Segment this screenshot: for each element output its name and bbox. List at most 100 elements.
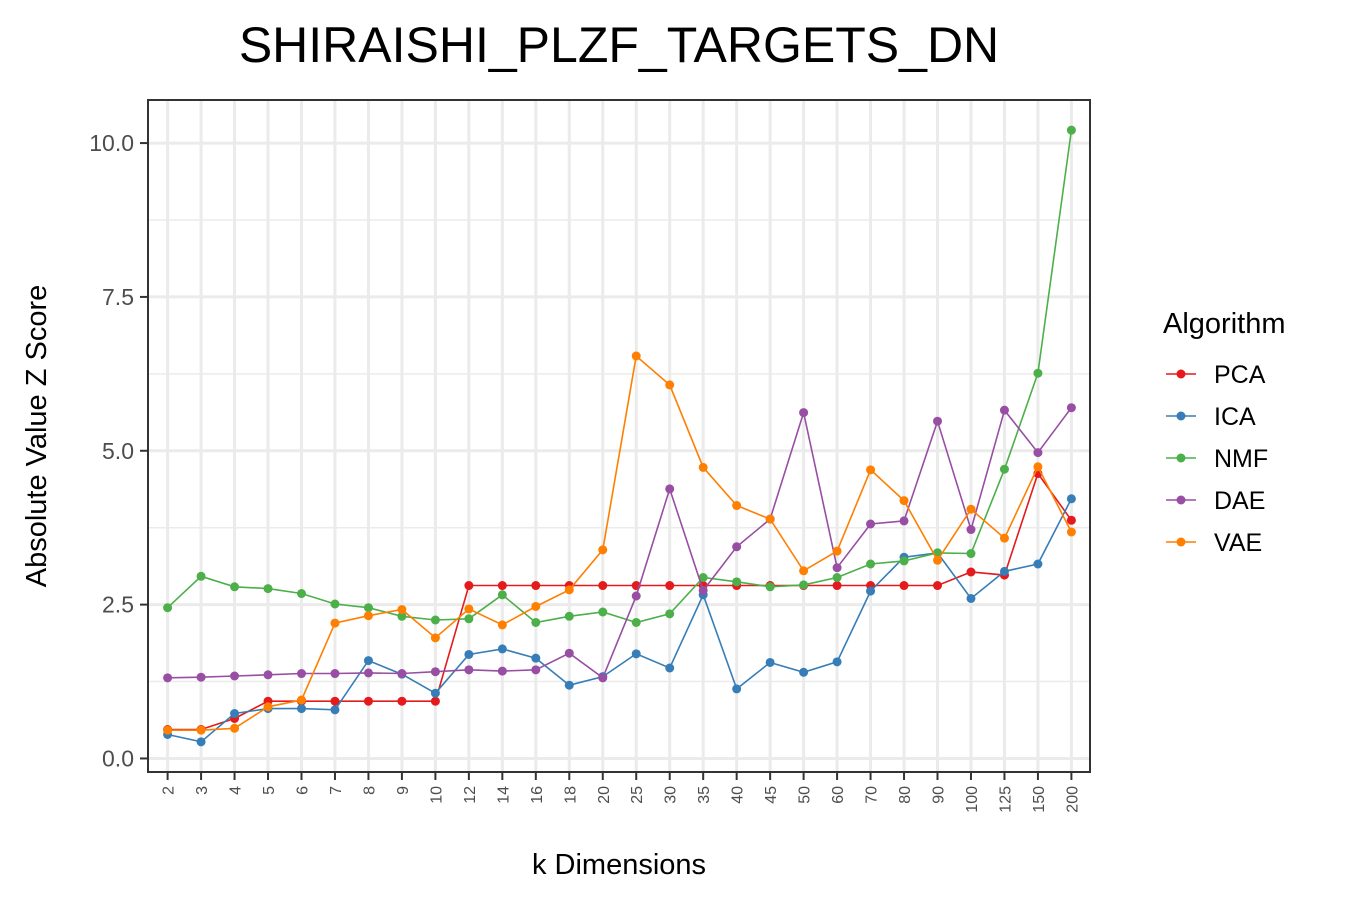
data-point <box>1066 125 1076 135</box>
legend-item-nmf: NMF <box>1166 445 1268 473</box>
data-point <box>296 589 306 599</box>
x-tick-label: 10 <box>428 786 445 804</box>
legend-key-point <box>1176 495 1186 505</box>
data-point <box>966 593 976 603</box>
data-point <box>899 516 909 526</box>
data-point <box>163 603 173 613</box>
data-point <box>497 590 507 600</box>
legend-label: DAE <box>1214 487 1265 515</box>
data-point <box>464 649 474 659</box>
x-tick-label: 2 <box>161 786 178 795</box>
data-point <box>263 702 273 712</box>
x-tick-label: 125 <box>997 786 1014 813</box>
x-tick-label: 14 <box>495 786 512 804</box>
x-tick-label: 40 <box>730 786 747 804</box>
data-point <box>799 580 809 590</box>
data-point <box>1033 462 1043 472</box>
x-tick-label: 35 <box>696 786 713 804</box>
x-tick-label: 6 <box>294 786 311 795</box>
data-point <box>665 663 675 673</box>
x-tick-label: 45 <box>763 786 780 804</box>
y-axis-title: Absolute Value Z Score <box>21 285 53 588</box>
data-point <box>363 603 373 613</box>
chart-title: SHIRAISHI_PLZF_TARGETS_DN <box>239 17 999 73</box>
data-point <box>196 725 206 735</box>
legend-key-point <box>1176 453 1186 463</box>
legend: Algorithm PCA ICA NMF DAE VAE <box>1163 308 1286 557</box>
data-point <box>598 545 608 555</box>
data-point <box>631 591 641 601</box>
data-point <box>866 519 876 529</box>
data-point <box>598 673 608 683</box>
data-point <box>397 611 407 621</box>
data-point <box>330 696 340 706</box>
data-point <box>531 617 541 627</box>
data-point <box>564 680 574 690</box>
x-tick-label: 80 <box>897 786 914 804</box>
series-dae <box>163 403 1076 683</box>
plot-background <box>148 100 1090 772</box>
data-point <box>497 581 507 591</box>
data-point <box>966 549 976 559</box>
legend-title: Algorithm <box>1163 308 1286 340</box>
series-line-vae <box>167 354 1073 732</box>
data-point <box>832 573 842 583</box>
x-tick-label: 18 <box>562 786 579 804</box>
data-point <box>765 657 775 667</box>
data-point <box>1066 527 1076 537</box>
legend-key-point <box>1176 537 1186 547</box>
data-point <box>732 542 742 552</box>
x-tick-label: 7 <box>328 786 345 795</box>
x-tick-label: 25 <box>629 786 646 804</box>
plot-panel-border <box>147 99 1091 773</box>
data-point <box>230 709 240 719</box>
data-point <box>397 696 407 706</box>
data-point <box>866 465 876 475</box>
data-point <box>999 464 1009 474</box>
series-group <box>163 125 1076 747</box>
data-point <box>933 555 943 565</box>
data-point <box>698 585 708 595</box>
data-point <box>163 725 173 735</box>
x-tick-label: 50 <box>797 786 814 804</box>
data-point <box>665 380 675 390</box>
data-point <box>866 586 876 596</box>
data-point <box>531 581 541 591</box>
legend-label: VAE <box>1214 529 1262 557</box>
series-line-pca <box>167 471 1073 731</box>
y-tick-label: 2.5 <box>102 592 134 618</box>
data-point <box>397 605 407 615</box>
data-point <box>933 581 943 591</box>
legend-label: PCA <box>1214 361 1266 389</box>
legend-key-point <box>1176 411 1186 421</box>
data-point <box>598 581 608 591</box>
y-tick-label: 10.0 <box>89 130 134 156</box>
data-point <box>230 723 240 733</box>
data-point <box>464 581 474 591</box>
data-point <box>1066 403 1076 413</box>
data-point <box>832 581 842 591</box>
data-point <box>899 496 909 506</box>
data-point <box>296 695 306 705</box>
x-axis: 2 3 4 5 6 7 8 9 10 12 14 16 18 20 25 30 35 40 45 50 60 70 80 90… <box>161 772 1081 813</box>
x-axis-title: k Dimensions <box>532 849 706 881</box>
data-point <box>832 546 842 556</box>
data-point <box>330 705 340 715</box>
data-point <box>1066 494 1076 504</box>
legend-label: NMF <box>1214 445 1268 473</box>
data-point <box>832 657 842 667</box>
x-tick-label: 9 <box>395 786 412 795</box>
data-point <box>866 559 876 569</box>
data-point <box>732 684 742 694</box>
data-point <box>799 566 809 576</box>
data-point <box>933 416 943 426</box>
data-point <box>430 633 440 643</box>
legend-label: ICA <box>1214 403 1256 431</box>
data-point <box>899 556 909 566</box>
x-tick-label: 30 <box>663 786 680 804</box>
data-point <box>464 604 474 614</box>
data-point <box>330 599 340 609</box>
data-point <box>196 737 206 747</box>
series-line-nmf <box>167 130 1073 624</box>
